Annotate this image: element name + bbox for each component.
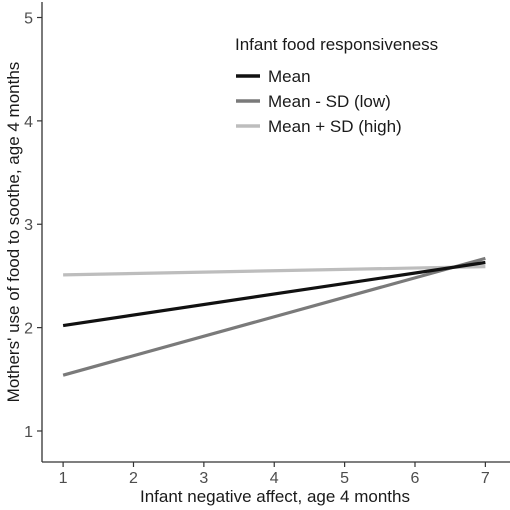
x-tick-label: 2 bbox=[129, 470, 138, 487]
series-line-mean-sd-low bbox=[62, 256, 486, 377]
y-tick-label: 2 bbox=[24, 321, 33, 338]
x-axis-title: Infant negative affect, age 4 months bbox=[140, 487, 410, 506]
series-line-mean bbox=[62, 260, 486, 328]
legend-label: Mean - SD (low) bbox=[268, 92, 391, 111]
x-tick-label: 6 bbox=[411, 470, 420, 487]
y-axis-title: Mothers' use of food to soothe, age 4 mo… bbox=[4, 62, 23, 403]
legend-label: Mean + SD (high) bbox=[268, 117, 402, 136]
x-tick-label: 3 bbox=[199, 470, 208, 487]
legend-label: Mean bbox=[268, 67, 311, 86]
x-tick-label: 7 bbox=[481, 470, 490, 487]
y-tick-label: 3 bbox=[24, 217, 33, 234]
y-tick-label: 5 bbox=[24, 11, 33, 28]
x-tick-label: 5 bbox=[340, 470, 349, 487]
x-tick-label: 1 bbox=[59, 470, 68, 487]
y-tick-label: 1 bbox=[24, 424, 33, 441]
y-tick-label: 4 bbox=[24, 114, 33, 131]
x-tick-label: 4 bbox=[270, 470, 279, 487]
series-line-mean-sd-high bbox=[63, 265, 486, 277]
legend-title: Infant food responsiveness bbox=[235, 35, 438, 54]
